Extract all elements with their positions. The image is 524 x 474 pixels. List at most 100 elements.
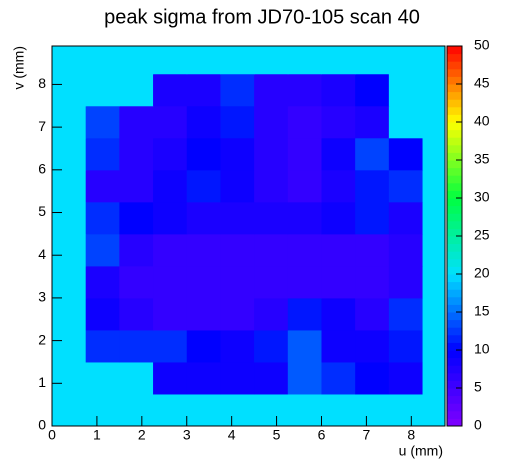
heat-cell [355, 105, 390, 139]
y-tick-label: 0 [38, 417, 46, 433]
heat-cell [321, 105, 356, 139]
heat-cell [254, 329, 289, 363]
heat-cell [85, 361, 120, 395]
heat-cell [220, 233, 255, 267]
colorbar-tick-label: 45 [474, 75, 490, 91]
y-tick-label: 8 [38, 75, 46, 91]
heat-cell [422, 393, 446, 427]
heat-cell [186, 73, 221, 107]
heat-cell [186, 137, 221, 171]
colorbar-step [447, 198, 462, 207]
heat-cell [119, 233, 154, 267]
heat-cell [119, 105, 154, 139]
heat-cell [422, 297, 446, 331]
heat-cell [422, 265, 446, 299]
heat-cell [254, 393, 289, 427]
heat-cell [254, 297, 289, 331]
heat-cell [52, 233, 87, 267]
heat-cell [186, 105, 221, 139]
heat-cell [153, 105, 188, 139]
heat-cell [119, 361, 154, 395]
colorbar-step [447, 403, 462, 412]
heat-cell [321, 297, 356, 331]
colorbar-step [447, 160, 462, 169]
colorbar-step [447, 365, 462, 374]
heat-cell [153, 233, 188, 267]
colorbar-step [447, 91, 462, 100]
heat-cell [254, 137, 289, 171]
colorbar-step [447, 281, 462, 290]
heat-cell [422, 361, 446, 395]
heat-cell [388, 233, 424, 267]
colorbar-tick-label: 50 [474, 37, 490, 53]
colorbar-step [447, 205, 462, 214]
colorbar-step [447, 129, 462, 138]
heat-cell [220, 265, 255, 299]
heat-cell [52, 73, 87, 107]
y-tick-label: 6 [38, 161, 46, 177]
heat-cell [220, 46, 255, 75]
heat-cell [85, 393, 120, 427]
colorbar-step [447, 251, 462, 260]
heat-cell [85, 105, 120, 139]
colorbar-step [447, 327, 462, 336]
heat-cell [254, 169, 289, 203]
heat-cell [287, 393, 322, 427]
heat-cell [355, 393, 390, 427]
heat-cell [422, 169, 446, 203]
heat-cell [254, 46, 289, 75]
heat-cell [321, 233, 356, 267]
heat-cell [355, 265, 390, 299]
heat-cell [287, 73, 322, 107]
heat-cell [254, 265, 289, 299]
heat-cell [321, 46, 356, 75]
x-tick-label: 4 [228, 427, 236, 443]
heat-cell [119, 137, 154, 171]
heat-cell [388, 137, 424, 171]
heat-cell [153, 46, 188, 75]
x-tick-label: 5 [273, 427, 281, 443]
heat-cell [52, 393, 87, 427]
colorbar-step [447, 266, 462, 275]
colorbar-tick-label: 0 [474, 417, 482, 433]
heat-cell [355, 297, 390, 331]
colorbar-step [447, 342, 462, 351]
heat-cell [186, 201, 221, 235]
heat-cell [52, 169, 87, 203]
heat-cell [287, 265, 322, 299]
colorbar-step [447, 372, 462, 381]
heat-cell [321, 265, 356, 299]
heat-cell [153, 137, 188, 171]
heat-cell [153, 361, 188, 395]
heat-cell [119, 46, 154, 75]
heat-cell [52, 361, 87, 395]
heat-cell [85, 265, 120, 299]
heat-cell [186, 361, 221, 395]
chart-title: peak sigma from JD70-105 scan 40 [104, 6, 420, 28]
heat-cell [422, 201, 446, 235]
heat-cell [254, 201, 289, 235]
heat-cell [355, 137, 390, 171]
heat-cell [355, 73, 390, 107]
heat-cell [52, 46, 87, 75]
heat-cell [388, 169, 424, 203]
heat-cell [388, 73, 424, 107]
colorbar-step [447, 220, 462, 229]
colorbar-step [447, 84, 462, 93]
heat-cell [422, 137, 446, 171]
x-tick-label: 3 [183, 427, 191, 443]
colorbar-step [447, 228, 462, 237]
heat-cell [85, 137, 120, 171]
heat-cell [85, 329, 120, 363]
heat-cell [153, 393, 188, 427]
x-axis-label: u (mm) [399, 443, 443, 459]
heat-cell [85, 233, 120, 267]
colorbar-step [447, 274, 462, 283]
colorbar-step [447, 410, 462, 419]
x-tick-label: 0 [48, 427, 56, 443]
colorbar-step [447, 114, 462, 123]
heat-cell [186, 265, 221, 299]
heat-cell [388, 201, 424, 235]
heat-cell [388, 46, 424, 75]
heat-cell [321, 329, 356, 363]
